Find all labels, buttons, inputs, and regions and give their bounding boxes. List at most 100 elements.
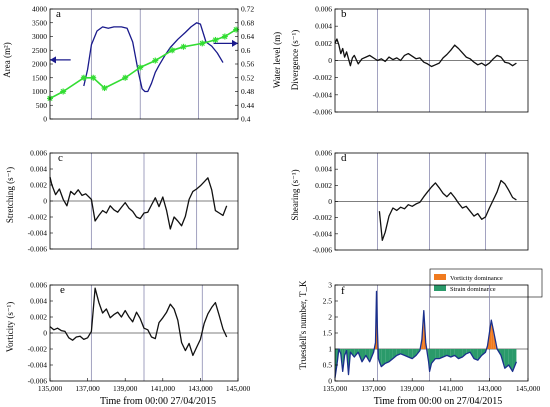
marker-stroke bbox=[222, 33, 228, 40]
legend-swatch-strain bbox=[434, 285, 446, 291]
ytick-label: 0 bbox=[43, 329, 47, 338]
ytick-label: 2.5 bbox=[323, 297, 333, 306]
ytick-label: 0.004 bbox=[30, 297, 47, 306]
xtick-label: 139,000 bbox=[113, 384, 138, 393]
dominance-fill bbox=[404, 349, 409, 357]
dominance-fill bbox=[412, 349, 417, 359]
ytick-label: -0.006 bbox=[28, 245, 48, 254]
ytick-right-label: 0.64 bbox=[241, 32, 254, 41]
series-marker bbox=[221, 33, 228, 40]
xtick-label: 135,000 bbox=[38, 384, 63, 393]
ytick-label: -0.002 bbox=[313, 73, 333, 82]
ytick-label: 0 bbox=[43, 115, 47, 124]
ytick-right-label: 0.68 bbox=[241, 18, 254, 27]
ytick-label: 0 bbox=[43, 197, 47, 206]
ytick-label: 3500 bbox=[32, 18, 47, 27]
dominance-fill bbox=[504, 349, 509, 369]
ytick-label: 0.006 bbox=[315, 149, 332, 158]
ytick-right-label: 0.72 bbox=[241, 5, 254, 14]
panel-b-label: b bbox=[341, 8, 347, 20]
panel-d-label: d bbox=[341, 152, 347, 164]
series-marker bbox=[212, 36, 219, 43]
ytick-label: 0 bbox=[328, 56, 332, 65]
ytick-label: -0.004 bbox=[28, 229, 48, 238]
annotation-arrowhead bbox=[50, 56, 56, 64]
ytick-right-label: 0.56 bbox=[241, 60, 254, 69]
dominance-fill bbox=[443, 349, 447, 357]
series-line-b-0 bbox=[334, 38, 517, 68]
dominance-fill bbox=[435, 349, 440, 359]
plot-frame bbox=[49, 8, 239, 120]
ytick-label: 2000 bbox=[32, 60, 47, 69]
xtick-label: 145,000 bbox=[516, 384, 541, 393]
dominance-fill bbox=[365, 349, 370, 362]
dominance-fill bbox=[473, 349, 478, 361]
series-marker bbox=[199, 40, 206, 47]
xtick-label: 143,000 bbox=[477, 384, 502, 393]
series-marker bbox=[80, 74, 87, 81]
ytick-label: 4000 bbox=[32, 5, 47, 14]
panel-c-ylabel: Stretching (s⁻¹) bbox=[5, 167, 15, 223]
panel-c-label: c bbox=[58, 152, 63, 164]
ytick-label: 0.002 bbox=[30, 313, 47, 322]
marker-stroke bbox=[137, 64, 143, 71]
dominance-fill bbox=[362, 349, 366, 362]
ytick-label: 1 bbox=[328, 345, 332, 354]
dominance-fill bbox=[392, 349, 397, 359]
series-line-e-0 bbox=[49, 287, 228, 357]
panel-f-xlabel: Time from 00:00 on 27/04/2015 bbox=[374, 396, 503, 407]
ytick-label: 0.002 bbox=[30, 181, 47, 190]
ytick-label: 1000 bbox=[32, 87, 47, 96]
xtick-label: 141,000 bbox=[439, 384, 464, 393]
panel-a-ylabel-right: Water level (m) bbox=[272, 32, 282, 88]
marker-stroke bbox=[180, 44, 187, 50]
series-marker bbox=[60, 88, 67, 95]
marker-stroke bbox=[233, 27, 239, 33]
ytick-label: 3 bbox=[328, 281, 332, 290]
panel-d: d Shearing (s⁻¹) -0.006 -0.004 -0.002 0 0.00… bbox=[290, 149, 529, 255]
annotation-arrowhead bbox=[232, 39, 238, 47]
panel-f-legend: Vorticity dominance Strain dominance bbox=[429, 268, 543, 298]
marker-stroke bbox=[152, 57, 158, 64]
panel-a-ylabel: Area (m²) bbox=[2, 42, 12, 77]
panel-a-label: a bbox=[56, 8, 61, 20]
ytick-label: 0.004 bbox=[315, 22, 332, 31]
ytick-right-label: 0.52 bbox=[241, 73, 254, 82]
marker-stroke bbox=[90, 75, 96, 81]
series-line-a-1 bbox=[49, 28, 237, 100]
ytick-label: 0.004 bbox=[30, 165, 47, 174]
ytick-label: 0.002 bbox=[315, 39, 332, 48]
marker-stroke bbox=[101, 85, 108, 91]
xtick-label: 139,000 bbox=[400, 384, 425, 393]
dominance-fill bbox=[454, 349, 459, 359]
panel-d-ylabel: Shearing (s⁻¹) bbox=[290, 169, 300, 220]
ytick-label: 1.5 bbox=[323, 329, 333, 338]
ytick-label: 0.002 bbox=[315, 181, 332, 190]
legend-label-strain: Strain dominance bbox=[450, 286, 496, 293]
series-line-d-0 bbox=[378, 179, 517, 241]
legend-swatch-vorticity bbox=[434, 274, 446, 280]
legend-label-vorticity: Vorticity dominance bbox=[450, 275, 503, 282]
xtick-label: 137,000 bbox=[361, 384, 386, 393]
marker-stroke bbox=[81, 75, 87, 81]
dominance-fill bbox=[429, 349, 432, 372]
series-marker bbox=[169, 47, 176, 54]
series-marker bbox=[137, 64, 144, 71]
marker-stroke bbox=[212, 37, 219, 43]
series-line-c-0 bbox=[49, 176, 228, 230]
ytick-label: -0.004 bbox=[313, 229, 333, 238]
ytick-label: -0.006 bbox=[28, 377, 48, 386]
ytick-label: 3000 bbox=[32, 32, 47, 41]
dominance-fill bbox=[458, 349, 463, 359]
xtick-label: 143,000 bbox=[188, 384, 213, 393]
ytick-right-label: 0.44 bbox=[241, 101, 254, 110]
series-marker bbox=[122, 74, 129, 81]
xtick-label: 141,000 bbox=[151, 384, 176, 393]
ytick-label: -0.004 bbox=[28, 361, 48, 370]
series-marker bbox=[233, 26, 240, 33]
dominance-fill bbox=[381, 349, 386, 367]
panel-e-label: e bbox=[60, 284, 65, 296]
xtick-label: 145,000 bbox=[226, 384, 251, 393]
marker-stroke bbox=[199, 40, 205, 46]
ytick-label: -0.002 bbox=[28, 345, 48, 354]
